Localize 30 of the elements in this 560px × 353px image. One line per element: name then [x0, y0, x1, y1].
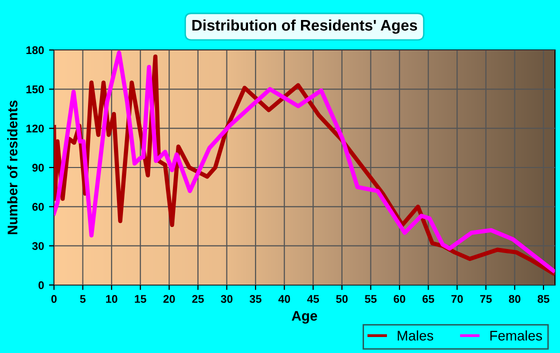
- chart-title: Distribution of Residents' Ages: [192, 19, 418, 34]
- x-tick-label: 50: [336, 295, 348, 303]
- x-tick-label: 60: [394, 295, 406, 303]
- x-axis-title: Age: [292, 311, 318, 324]
- x-tick-label: 80: [508, 295, 520, 303]
- x-tick-label: 20: [163, 295, 175, 303]
- x-tick-label: 70: [451, 295, 463, 303]
- y-tick-label: 90: [32, 164, 44, 172]
- x-tick-label: 40: [278, 295, 290, 303]
- x-tick-label: 75: [480, 295, 492, 303]
- y-tick-label: 120: [26, 124, 44, 132]
- y-tick-label: 180: [26, 46, 44, 54]
- x-tick-label: 55: [364, 295, 377, 303]
- x-tick-label: 45: [307, 295, 320, 303]
- y-tick-label: 0: [38, 281, 44, 290]
- x-tick-label: 85: [538, 295, 550, 303]
- x-tick-label: 65: [422, 295, 434, 303]
- legend-label: Males: [398, 330, 434, 341]
- x-tick-label: 5: [80, 295, 86, 303]
- y-tick-label: 150: [26, 85, 44, 94]
- x-tick-label: 30: [220, 295, 232, 303]
- y-axis-title: Number of residents: [7, 100, 18, 234]
- x-tick-label: 35: [250, 295, 262, 303]
- legend-label: Females: [490, 330, 542, 341]
- x-tick-label: 25: [192, 295, 204, 303]
- y-tick-label: 60: [32, 202, 44, 211]
- y-tick-label: 30: [32, 242, 44, 250]
- x-tick-label: 0: [51, 295, 57, 303]
- x-tick-label: 15: [134, 295, 146, 303]
- x-tick-label: 10: [106, 295, 118, 303]
